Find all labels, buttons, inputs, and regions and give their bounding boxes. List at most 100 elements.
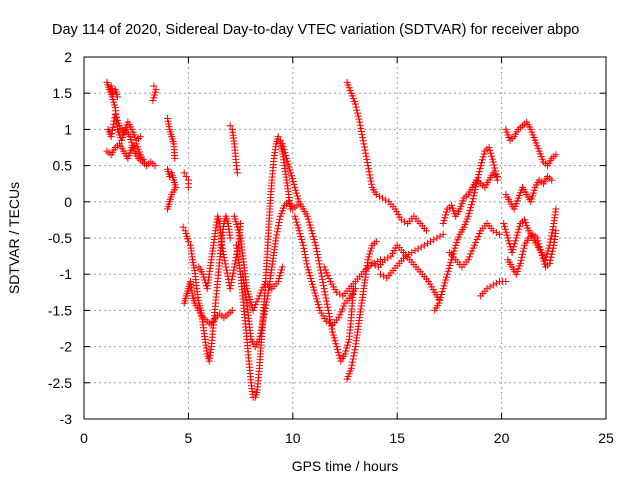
data-point (333, 343, 341, 351)
data-point (314, 251, 322, 259)
data-point (299, 241, 307, 249)
data-point (511, 237, 519, 245)
data-point (262, 301, 270, 309)
data-point (285, 163, 293, 171)
series-trace-l (226, 122, 241, 177)
data-point (541, 260, 549, 268)
data-point (322, 317, 330, 325)
data-point (312, 241, 320, 249)
data-point (292, 215, 300, 223)
data-point (258, 320, 266, 328)
data-point (325, 275, 333, 283)
data-point (326, 316, 334, 324)
data-point (330, 334, 338, 342)
data-point (275, 218, 283, 226)
data-point (355, 115, 363, 123)
data-point (321, 291, 329, 299)
x-tick-label: 20 (494, 430, 510, 446)
data-points (103, 78, 560, 401)
data-point (372, 191, 380, 199)
data-point (342, 347, 350, 355)
data-point (254, 295, 262, 303)
data-point (451, 244, 459, 252)
data-point (489, 158, 497, 166)
data-point (304, 266, 312, 274)
data-point (282, 151, 290, 159)
data-point (293, 218, 301, 226)
data-point (221, 257, 229, 265)
data-point (540, 257, 548, 265)
y-tick-label: -1.5 (48, 302, 72, 318)
data-point (549, 226, 557, 234)
data-point (108, 126, 116, 134)
data-point (352, 103, 360, 111)
data-point (477, 162, 485, 170)
data-point (315, 260, 323, 268)
data-point (402, 252, 410, 260)
data-point (518, 253, 526, 261)
data-point (260, 311, 268, 319)
data-point (375, 192, 383, 200)
data-point (436, 232, 444, 240)
data-point (231, 260, 239, 268)
data-point (136, 133, 144, 141)
data-point (263, 295, 271, 303)
data-point (325, 310, 333, 318)
data-point (405, 250, 413, 258)
data-point (313, 298, 321, 306)
data-point (257, 326, 265, 334)
data-point (486, 283, 494, 291)
data-point (508, 248, 516, 256)
data-point (516, 259, 524, 267)
data-point (480, 150, 488, 158)
data-point (538, 251, 546, 259)
data-point (435, 299, 443, 307)
data-point (279, 143, 287, 151)
data-point (430, 236, 438, 244)
data-point (274, 277, 282, 285)
data-point (450, 247, 458, 255)
data-point (303, 263, 311, 271)
data-point (549, 244, 557, 252)
data-point (324, 272, 332, 280)
data-point (261, 304, 269, 312)
data-point (366, 250, 374, 258)
data-point (274, 133, 282, 141)
data-point (110, 120, 118, 128)
data-point (227, 282, 235, 290)
data-point (306, 221, 314, 229)
data-point (229, 272, 237, 280)
data-point (442, 208, 450, 216)
data-point (220, 251, 228, 259)
data-point (150, 82, 158, 90)
series-trace-b (103, 140, 149, 166)
data-point (218, 241, 226, 249)
data-point (275, 275, 283, 283)
data-point (308, 227, 316, 235)
data-point (328, 328, 336, 336)
data-point (492, 279, 500, 287)
data-point (325, 313, 333, 321)
data-point (513, 231, 521, 239)
data-point (496, 230, 504, 238)
data-point (368, 259, 376, 267)
data-point (293, 192, 301, 200)
data-point (184, 183, 192, 191)
data-point (233, 169, 241, 177)
series-trace-u (368, 241, 443, 304)
data-point (171, 154, 179, 162)
data-point (302, 254, 310, 262)
data-point (530, 186, 538, 194)
data-point (436, 296, 444, 304)
data-point (324, 306, 332, 314)
data-point (465, 209, 473, 217)
data-point (272, 234, 280, 242)
data-point (263, 298, 271, 306)
data-point (310, 235, 318, 243)
data-point (440, 282, 448, 290)
data-point (354, 112, 362, 120)
series-trace-y (445, 220, 504, 271)
data-point (501, 222, 509, 230)
data-point (536, 243, 544, 251)
data-point (475, 230, 483, 238)
